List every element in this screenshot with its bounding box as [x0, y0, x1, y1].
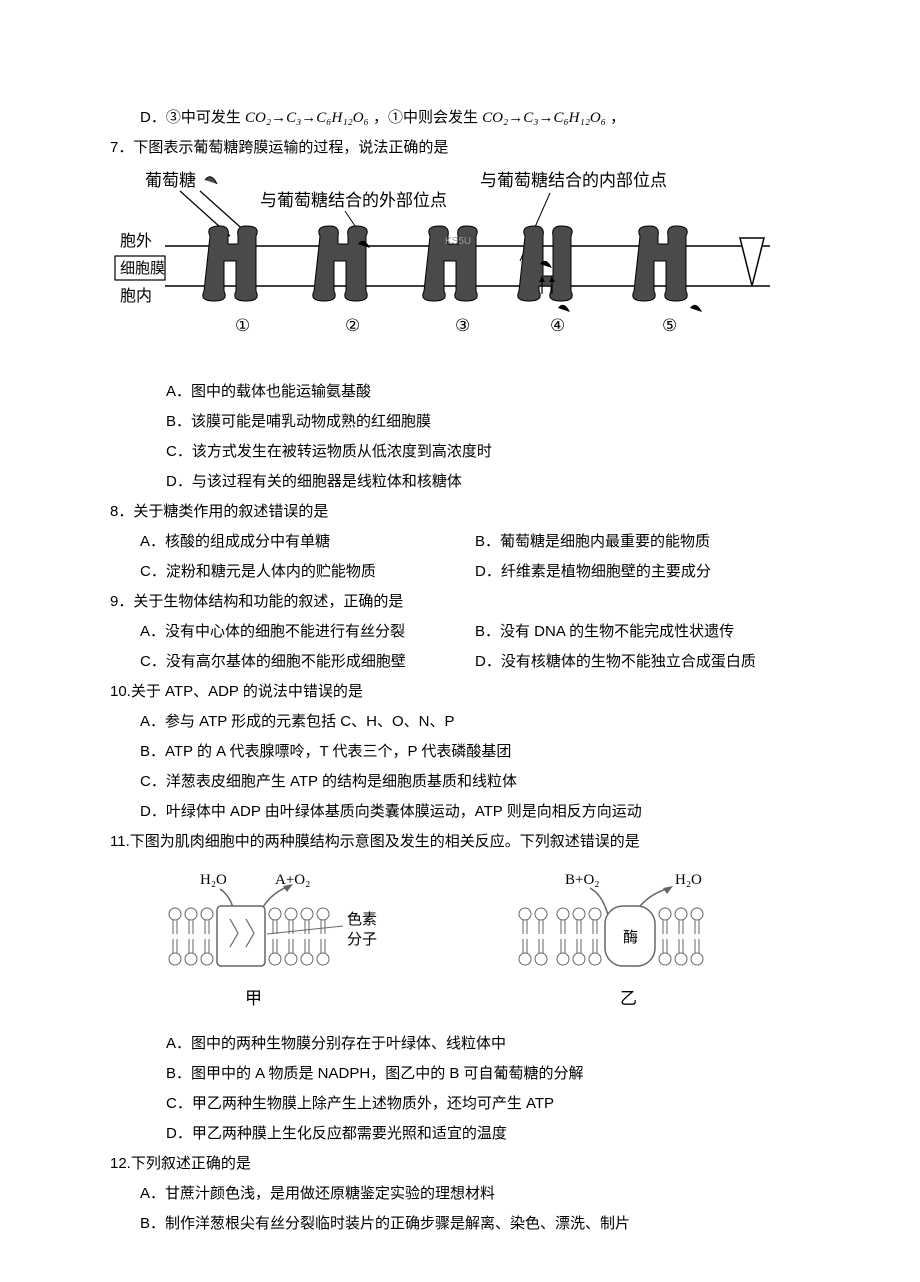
q8-option-c: C．淀粉和糖元是人体内的贮能物质: [140, 560, 475, 584]
label-pigment-2: 分子: [347, 931, 377, 948]
glucose-icon: [205, 177, 217, 184]
q8-row-2: C．淀粉和糖元是人体内的贮能物质 D．纤维素是植物细胞壁的主要成分: [110, 560, 810, 584]
carrier-3: KS5U: [423, 226, 478, 301]
q11-stem: 11.下图为肌肉细胞中的两种膜结构示意图及发生的相关反应。下列叙述错误的是: [110, 830, 810, 854]
q6d-prefix: D．③中可发生: [140, 109, 245, 126]
circ-2: ②: [345, 316, 360, 335]
jia-ao2: A+O₂: [275, 872, 310, 888]
q10-option-a: A．参与 ATP 形成的元素包括 C、H、O、N、P: [110, 710, 810, 734]
q11-right-figure: B+O₂ H₂O 酶: [505, 864, 765, 1022]
q7-option-d: D．与该过程有关的细胞器是线粒体和核糖体: [110, 470, 810, 494]
q10-option-d: D．叶绿体中 ADP 由叶绿体基质向类囊体膜运动，ATP 则是向相反方向运动: [110, 800, 810, 824]
circ-5: ⑤: [662, 316, 677, 335]
label-enzyme: 酶: [623, 929, 638, 946]
q9-stem: 9．关于生物体结构和功能的叙述，正确的是: [110, 590, 810, 614]
q6d-mid: ，①中则会发生: [373, 109, 482, 126]
q12-option-a: A．甘蔗汁颜色浅，是用做还原糖鉴定实验的理想材料: [110, 1182, 810, 1206]
label-inside: 胞内: [120, 287, 152, 305]
pigment-protein: [217, 906, 265, 966]
jia-h2o: H₂O: [200, 872, 227, 888]
q12-stem: 12.下列叙述正确的是: [110, 1152, 810, 1176]
label-glucose: 葡萄糖: [145, 171, 196, 190]
glucose-out-5: [690, 305, 702, 312]
q9-option-b: B．没有 DNA 的生物不能完成性状遗传: [475, 620, 810, 644]
circ-1: ①: [235, 316, 250, 335]
label-outside: 胞外: [120, 232, 152, 250]
caption-jia: 甲: [245, 989, 262, 1008]
label-pigment-1: 色素: [347, 911, 377, 928]
label-membrane: 细胞膜: [120, 260, 165, 277]
q8-option-a: A．核酸的组成成分中有单糖: [140, 530, 475, 554]
q6d-suffix: ，: [610, 109, 625, 126]
label-internal-site: 与葡萄糖结合的内部位点: [480, 171, 667, 190]
q6d-formula2: CO₂→C₃→C₆H₁₂O₆: [482, 110, 606, 126]
q9-row-1: A．没有中心体的细胞不能进行有丝分裂 B．没有 DNA 的生物不能完成性状遗传: [110, 620, 810, 644]
yi-bo2: B+O₂: [565, 872, 600, 888]
membrane-transport-diagram: 葡萄糖 与葡萄糖结合的外部位点 与葡萄糖结合的内部位点 胞外 细胞膜 胞内 KS…: [110, 166, 790, 366]
q9-option-c: C．没有高尔基体的细胞不能形成细胞壁: [140, 650, 475, 674]
q11-left-figure: H₂O A+O₂: [155, 864, 415, 1022]
caption-yi: 乙: [620, 989, 637, 1008]
q10-option-c: C．洋葱表皮细胞产生 ATP 的结构是细胞质基质和线粒体: [110, 770, 810, 794]
q9-option-d: D．没有核糖体的生物不能独立合成蛋白质: [475, 650, 810, 674]
q7-stem: 7．下图表示葡萄糖跨膜运输的过程，说法正确的是: [110, 136, 810, 160]
membrane-yi-svg: B+O₂ H₂O 酶: [505, 864, 765, 1014]
q8-row-1: A．核酸的组成成分中有单糖 B．葡萄糖是细胞内最重要的能物质: [110, 530, 810, 554]
q7-diagram: 葡萄糖 与葡萄糖结合的外部位点 与葡萄糖结合的内部位点 胞外 细胞膜 胞内 KS…: [110, 166, 810, 374]
q6d-formula1: CO₂→C₃→C₆H₁₂O₆: [245, 110, 369, 126]
membrane-jia-svg: H₂O A+O₂: [155, 864, 415, 1014]
label-external-site: 与葡萄糖结合的外部位点: [260, 191, 447, 210]
carrier-1: [203, 226, 258, 301]
circ-3: ③: [455, 316, 470, 335]
q11-option-b: B．图甲中的 A 物质是 NADPH，图乙中的 B 可自葡萄糖的分解: [110, 1062, 810, 1086]
q12-option-b: B．制作洋葱根尖有丝分裂临时装片的正确步骤是解离、染色、漂洗、制片: [110, 1212, 810, 1236]
q7-option-c: C．该方式发生在被转运物质从低浓度到高浓度时: [110, 440, 810, 464]
q11-diagram: H₂O A+O₂: [110, 864, 810, 1022]
carrier-5: [633, 226, 702, 312]
q8-option-d: D．纤维素是植物细胞壁的主要成分: [475, 560, 810, 584]
q7-option-b: B．该膜可能是哺乳动物成熟的红细胞膜: [110, 410, 810, 434]
q11-option-a: A．图中的两种生物膜分别存在于叶绿体、线粒体中: [110, 1032, 810, 1056]
yi-h2o: H₂O: [675, 872, 702, 888]
q11-option-c: C．甲乙两种生物膜上除产生上述物质外，还均可产生 ATP: [110, 1092, 810, 1116]
q9-option-a: A．没有中心体的细胞不能进行有丝分裂: [140, 620, 475, 644]
q6-option-d: D．③中可发生 CO₂→C₃→C₆H₁₂O₆ ，①中则会发生 CO₂→C₃→C₆…: [110, 106, 810, 130]
carrier-2: [313, 226, 370, 301]
q10-stem: 10.关于 ATP、ADP 的说法中错误的是: [110, 680, 810, 704]
q8-option-b: B．葡萄糖是细胞内最重要的能物质: [475, 530, 810, 554]
q8-stem: 8．关于糖类作用的叙述错误的是: [110, 500, 810, 524]
carrier-4: [518, 226, 573, 312]
q9-row-2: C．没有高尔基体的细胞不能形成细胞壁 D．没有核糖体的生物不能独立合成蛋白质: [110, 650, 810, 674]
q7-option-a: A．图中的载体也能运输氨基酸: [110, 380, 810, 404]
triangle-marker: [740, 238, 764, 286]
q11-option-d: D．甲乙两种膜上生化反应都需要光照和适宜的温度: [110, 1122, 810, 1146]
q10-option-b: B．ATP 的 A 代表腺嘌呤，T 代表三个，P 代表磷酸基团: [110, 740, 810, 764]
watermark: KS5U: [445, 236, 471, 247]
glucose-released-4: [558, 305, 570, 312]
circ-4: ④: [550, 316, 565, 335]
